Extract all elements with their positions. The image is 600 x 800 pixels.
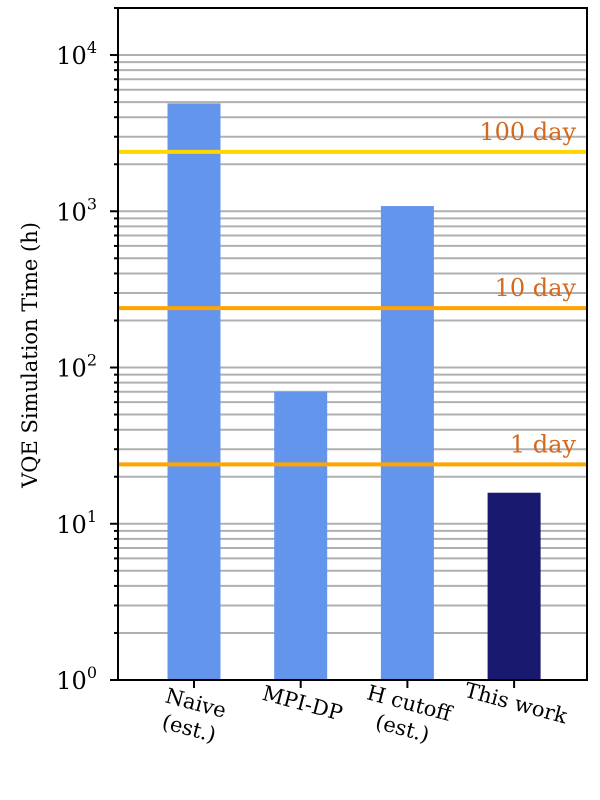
x-tick-label-line: This work (462, 678, 570, 728)
plot-frame (117, 7, 588, 681)
reference-line-label: 10 day (495, 274, 577, 302)
x-tick-labels: Naive(est.) MPI-DP H cutoff(est.) This work (160, 678, 570, 747)
y-axis-label: VQE Simulation Time (h) (18, 222, 42, 489)
y-tick-label: 103 (56, 194, 97, 226)
x-tick-label: MPI-DP (260, 681, 345, 725)
y-tick-label: 102 (56, 351, 97, 383)
bar (380, 206, 434, 680)
y-tick-label: 101 (56, 507, 97, 539)
reference-line-label: 1 day (510, 430, 577, 458)
y-tick-label: 100 (56, 663, 97, 695)
reference-line-label: 100 day (479, 118, 576, 146)
x-tick-label: H cutoff(est.) (364, 680, 456, 747)
bar (274, 391, 328, 680)
bars (167, 103, 541, 681)
axes (110, 7, 588, 688)
x-tick-label: Naive(est.) (160, 684, 229, 747)
x-tick-label-line: MPI-DP (260, 681, 345, 725)
bar (167, 103, 221, 681)
x-tick-label: This work (462, 678, 570, 728)
reference-lines: 100 day 10 day 1 day (118, 118, 587, 467)
y-tick-labels: 100 101 102 103 104 (56, 38, 97, 695)
bar (487, 492, 541, 680)
y-tick-label: 104 (56, 38, 97, 70)
